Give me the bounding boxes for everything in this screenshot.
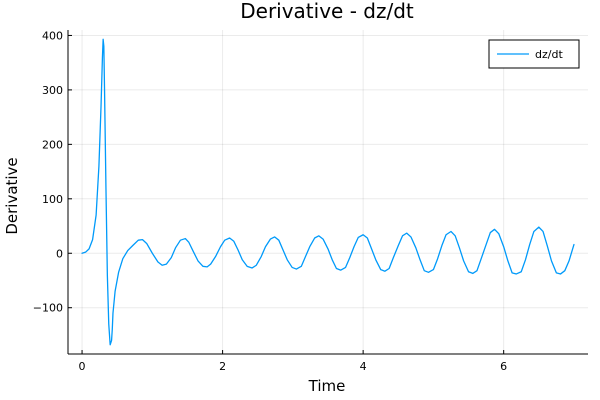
x-axis-label: Time	[308, 377, 346, 395]
chart-title: Derivative - dz/dt	[240, 0, 414, 23]
y-tick-label: 0	[56, 247, 63, 260]
x-tick-label: 6	[500, 360, 507, 373]
y-tick-label: 300	[42, 84, 63, 97]
legend-label: dz/dt	[535, 48, 563, 61]
grid	[68, 30, 588, 354]
y-tick-label: 400	[42, 29, 63, 42]
axes: 0 2 4 6 −100 0 100 200 300 400	[33, 29, 588, 373]
x-tick-label: 0	[79, 360, 86, 373]
y-tick-label: 100	[42, 193, 63, 206]
y-tick-label: −100	[33, 302, 63, 315]
series-layer	[81, 38, 575, 346]
y-axis-label: Derivative	[3, 157, 21, 234]
legend: dz/dt	[488, 39, 580, 69]
x-tick-label: 2	[219, 360, 226, 373]
y-tick-label: 200	[42, 138, 63, 151]
series-line-dz-dt	[81, 38, 575, 346]
x-tick-label: 4	[360, 360, 367, 373]
